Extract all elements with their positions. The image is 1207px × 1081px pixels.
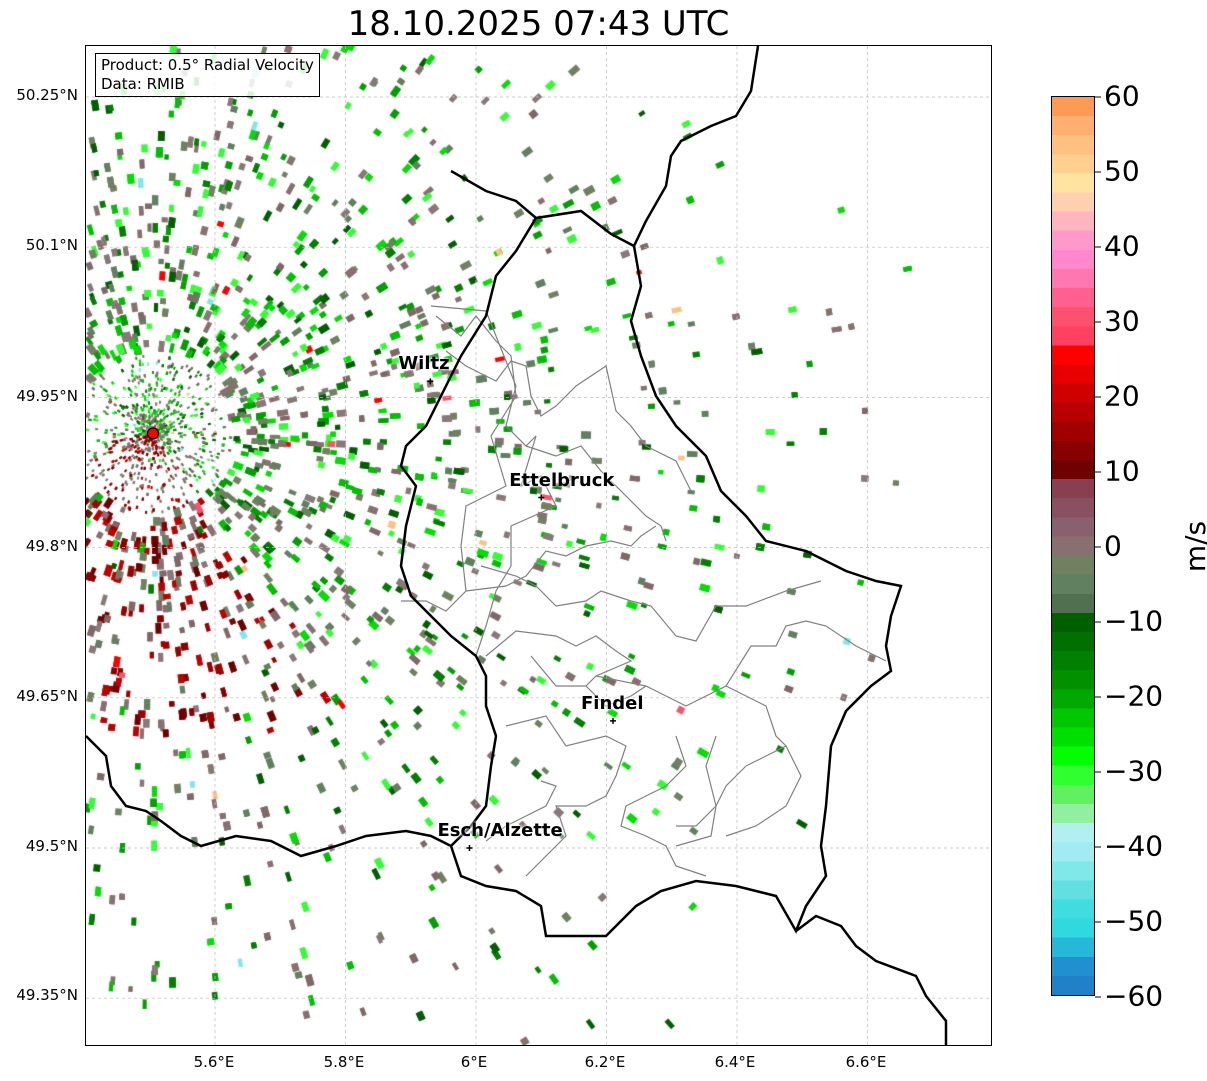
city-marker — [610, 717, 617, 724]
map-overlay — [86, 46, 991, 1045]
product-info-box: Product: 0.5° Radial Velocity Data: RMIB — [95, 53, 320, 97]
colorbar-tick: −20 — [1094, 679, 1164, 713]
gridlines — [86, 46, 991, 1045]
colorbar-tick: 0 — [1095, 529, 1122, 563]
lat-tick: 49.8°N — [25, 537, 78, 555]
lon-tick: 6.2°E — [584, 1053, 626, 1071]
lon-tick: 6°E — [460, 1053, 488, 1071]
lat-tick: 50.25°N — [16, 86, 78, 104]
lon-tick: 6.4°E — [714, 1053, 756, 1071]
colorbar-tick: 50 — [1095, 154, 1140, 188]
city-label-wiltz: Wiltz — [398, 353, 450, 375]
colorbar-tick: 10 — [1095, 454, 1140, 488]
colorbar-tick: −40 — [1094, 829, 1164, 863]
data-source-label: Data: RMIB — [101, 75, 185, 93]
colorbar-tick: −10 — [1094, 604, 1164, 638]
city-label-esch-alzette: Esch/Alzette — [437, 820, 563, 841]
lat-tick: 49.65°N — [16, 687, 78, 705]
radar-velocity-layer — [86, 46, 991, 1045]
lon-tick: 5.6°E — [193, 1053, 235, 1071]
radar-map[interactable]: Product: 0.5° Radial Velocity Data: RMIB… — [85, 45, 992, 1046]
city-label-findel: Findel — [581, 692, 644, 714]
lon-tick: 6.6°E — [845, 1053, 887, 1071]
radar-site-marker — [146, 427, 160, 440]
lat-tick: 49.35°N — [16, 986, 78, 1004]
city-marker — [538, 494, 545, 501]
city-markers — [427, 378, 617, 851]
city-label-ettelbruck: Ettelbruck — [509, 469, 615, 491]
velocity-colorbar — [1051, 96, 1095, 996]
lat-tick: 49.5°N — [25, 837, 78, 855]
city-marker — [427, 378, 434, 385]
colorbar-tick: 60 — [1095, 79, 1140, 113]
colorbar-tick: −60 — [1094, 979, 1164, 1013]
lat-tick: 50.1°N — [25, 236, 78, 254]
map-title: 18.10.2025 07:43 UTC — [347, 4, 730, 44]
lon-tick: 5.8°E — [323, 1053, 365, 1071]
country-borders — [86, 46, 948, 1045]
colorbar-tick: −50 — [1094, 904, 1164, 938]
product-label: Product: 0.5° Radial Velocity — [101, 56, 314, 74]
canton-borders — [401, 305, 887, 877]
city-marker — [466, 845, 473, 851]
colorbar-tick: 20 — [1095, 379, 1140, 413]
colorbar-unit-label: m/s — [1179, 520, 1207, 573]
colorbar-tick: 30 — [1095, 304, 1140, 338]
lat-tick: 49.95°N — [16, 387, 78, 405]
colorbar-tick: 40 — [1095, 229, 1140, 263]
colorbar-tick: −30 — [1094, 754, 1164, 788]
